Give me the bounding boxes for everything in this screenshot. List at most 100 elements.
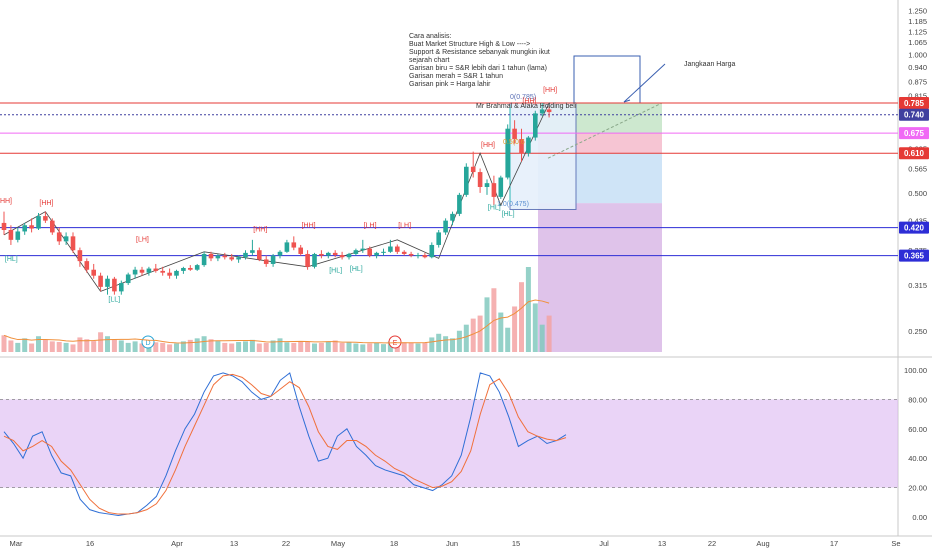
candle-body xyxy=(298,247,303,254)
candle-body xyxy=(526,137,531,154)
candle-body xyxy=(429,244,435,258)
volume-bar xyxy=(105,336,110,352)
stochastic-k-line xyxy=(3,372,567,517)
volume-bar xyxy=(512,306,518,352)
event-marker-label: E xyxy=(393,340,398,347)
candle-body xyxy=(470,166,476,173)
fib-label-0: 0(0.785) xyxy=(510,94,536,101)
volume-bar xyxy=(139,343,145,352)
price-tick-label: 1.065 xyxy=(908,38,927,47)
candle-body xyxy=(229,257,234,260)
stochastic-tick-label: 40.00 xyxy=(908,454,927,463)
candle-body xyxy=(326,252,331,256)
candle-body xyxy=(539,109,545,114)
volume-bar xyxy=(532,303,538,352)
market-structure-label: [LH] xyxy=(136,236,149,243)
market-structure-label: [HL] xyxy=(329,268,342,275)
price-level-tag xyxy=(899,249,929,262)
candle-body xyxy=(146,268,152,273)
volume-bar xyxy=(298,341,304,352)
price-level-tag xyxy=(899,108,929,121)
volume-bar xyxy=(180,341,186,352)
volume-bar xyxy=(505,327,511,352)
candle-body xyxy=(153,268,159,271)
candle-body xyxy=(263,259,269,264)
candle-body xyxy=(56,232,62,242)
volume-bar xyxy=(484,297,490,352)
candle-body xyxy=(519,139,524,154)
market-structure-label: [HL] xyxy=(350,266,363,273)
volume-bar xyxy=(263,342,269,352)
fib-label-half: 0.5(0.6 xyxy=(503,139,525,146)
candle-body xyxy=(15,231,21,240)
time-tick-label: Se xyxy=(891,539,900,548)
volume-bar xyxy=(284,342,290,352)
volume-bar xyxy=(374,342,380,352)
volume-bar xyxy=(36,336,41,352)
volume-bar xyxy=(215,341,221,352)
candle-body xyxy=(181,267,186,271)
candle-body xyxy=(491,183,497,197)
volume-bar xyxy=(153,342,159,352)
market-structure-label: [LL] xyxy=(108,296,120,303)
volume-bar xyxy=(539,324,545,352)
candle-body xyxy=(8,230,14,240)
price-tick-label: 0.500 xyxy=(908,189,927,198)
volume-bar xyxy=(63,342,69,352)
volume-bar xyxy=(229,343,235,352)
insider-buy-note: Mr Brahmal & Alaka Holding beli xyxy=(476,103,577,110)
stochastic-band xyxy=(0,399,898,488)
time-tick-label: Mar xyxy=(10,539,23,548)
candle-body xyxy=(332,252,338,256)
analysis-note: Cara analisis: Buat Market Structure Hig… xyxy=(409,33,550,88)
market-structure-label: [LH] xyxy=(364,223,377,230)
candle-body xyxy=(498,177,504,197)
candle-body xyxy=(84,261,90,270)
volume-bar xyxy=(167,344,173,352)
projection-trend-dashed xyxy=(547,102,663,159)
time-tick-label: May xyxy=(331,539,345,548)
candle-body xyxy=(201,253,207,266)
time-tick-label: 18 xyxy=(390,539,398,548)
volume-bar xyxy=(498,312,504,352)
volume-bar xyxy=(408,342,414,352)
time-tick-label: 15 xyxy=(512,539,520,548)
candle-body xyxy=(22,225,27,232)
volume-bar xyxy=(132,341,138,352)
market-structure-label: [HH] xyxy=(543,87,557,94)
volume-bar xyxy=(346,342,352,352)
volume-bar xyxy=(84,339,90,352)
volume-bar xyxy=(436,333,442,352)
stochastic-tick-label: 20.00 xyxy=(908,484,927,493)
price-level-tag-label: 0.365 xyxy=(904,252,925,261)
candle-body xyxy=(319,253,324,256)
candle-body xyxy=(160,270,165,273)
volume-bar xyxy=(77,337,83,352)
volume-bar xyxy=(443,336,449,352)
volume-bar xyxy=(387,341,393,352)
candle-body xyxy=(77,250,83,262)
volume-bar xyxy=(381,344,386,352)
volume-bar xyxy=(98,332,104,352)
stochastic-tick-label: 100.00 xyxy=(904,366,927,375)
time-tick-label: Jul xyxy=(599,539,609,548)
volume-bar xyxy=(312,343,317,352)
event-marker xyxy=(388,335,402,349)
price-tick-label: 0.565 xyxy=(908,165,927,174)
volume-bar xyxy=(118,340,124,352)
volume-bar xyxy=(249,339,255,352)
price-level-tag xyxy=(899,96,929,109)
projection-zone-purple xyxy=(538,203,662,352)
volume-bar xyxy=(318,342,324,352)
candle-body xyxy=(353,250,359,254)
candle-body xyxy=(512,128,517,140)
candle-body xyxy=(360,248,366,251)
candle-body xyxy=(91,269,96,276)
volume-bar xyxy=(111,339,117,352)
candle-body xyxy=(450,213,455,221)
candle-body xyxy=(188,267,193,270)
volume-bar xyxy=(291,342,297,352)
time-tick-label: 13 xyxy=(230,539,238,548)
volume-bar xyxy=(70,344,76,352)
